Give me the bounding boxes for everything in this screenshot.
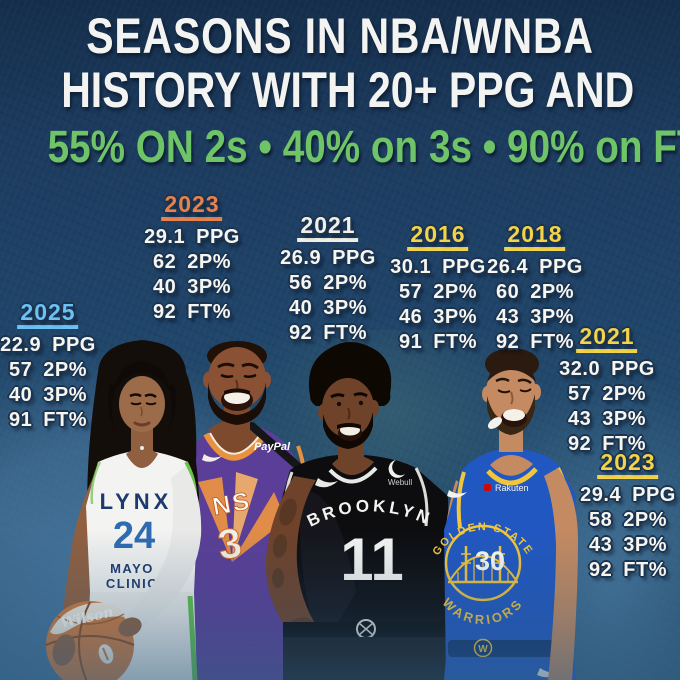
headline-line-2: HISTORY WITH 20+ PPG AND (61, 62, 635, 118)
collier-sleeve-arm (128, 466, 202, 629)
irving-shorts (283, 637, 453, 680)
curry-mouthguard (487, 417, 503, 429)
rakuten-sponsor-patch: Rakuten (484, 483, 529, 493)
stat-block-2023-durant: 2023 29.1 PPG 62 2P% 40 3P% 92 FT% (144, 192, 240, 325)
nike-swoosh-icon (447, 490, 467, 498)
stat-block-2021-curry: 2021 32.0 PPG 57 2P% 43 3P% 92 FT% (559, 324, 655, 457)
warriors-jersey-number: 30 (475, 546, 505, 576)
durant-face (208, 347, 266, 409)
durant-smile (224, 390, 250, 404)
stat-ft: 92 FT% (288, 322, 368, 345)
lynx-team-text: LYNX (100, 489, 173, 514)
stat-ppg: 32.0 PPG (559, 358, 655, 381)
season-year: 2021 (576, 324, 638, 354)
stat-ppg: 29.1 PPG (144, 226, 240, 249)
nets-crescent-icon (388, 460, 405, 478)
nike-swoosh-icon (202, 454, 222, 462)
season-year: 2023 (597, 450, 659, 480)
stat-ppg: 30.1 PPG (390, 256, 486, 279)
nets-jersey-number: 11 (340, 526, 403, 593)
stat-ft: 92 FT% (152, 301, 232, 324)
season-year: 2016 (407, 222, 469, 252)
season-year: 2025 (17, 300, 79, 330)
stat-3p: 43 3P% (588, 534, 668, 557)
lynx-sponsor-line1: MAYO (110, 561, 154, 576)
stat-block-2018-curry: 2018 26.4 PPG 60 2P% 43 3P% 92 FT% (487, 222, 583, 355)
stat-2p: 56 2P% (288, 272, 368, 295)
stat-ppg: 26.9 PPG (280, 247, 376, 270)
stat-ppg: 29.4 PPG (580, 484, 676, 507)
season-year: 2018 (504, 222, 566, 252)
stat-3p: 43 3P% (495, 306, 575, 329)
suns-jersey-letters: NS (210, 487, 253, 521)
collier-hair-front (114, 361, 170, 392)
stat-ft: 92 FT% (567, 433, 647, 456)
camera-strap (248, 422, 304, 472)
collier-face (119, 376, 165, 432)
stat-block-2023-curry: 2023 29.4 PPG 58 2P% 43 3P% 92 FT% (580, 450, 676, 583)
season-year: 2023 (161, 192, 223, 222)
svg-text:W: W (478, 644, 488, 655)
stat-ft: 92 FT% (588, 559, 668, 582)
lynx-jersey-number: 24 (113, 515, 155, 557)
stat-2p: 62 2P% (152, 251, 232, 274)
webull-sponsor-text: Webull (388, 478, 413, 487)
stat-block-2021-irving: 2021 26.9 PPG 56 2P% 40 3P% 92 FT% (280, 213, 376, 346)
stat-ft: 92 FT% (495, 331, 575, 354)
stat-2p: 57 2P% (567, 383, 647, 406)
irving-beard (323, 412, 373, 449)
stat-block-2016-curry: 2016 30.1 PPG 57 2P% 46 3P% 91 FT% (390, 222, 486, 355)
curry-smile (503, 409, 525, 421)
headline-line-3: 55% ON 2s • 40% on 3s • 90% on FTs (47, 121, 680, 172)
stat-2p: 57 2P% (8, 359, 88, 382)
stat-2p: 58 2P% (588, 509, 668, 532)
stat-3p: 46 3P% (398, 306, 478, 329)
stat-2p: 60 2P% (495, 281, 575, 304)
stat-2p: 57 2P% (398, 281, 478, 304)
nike-swoosh-icon (315, 478, 338, 488)
stat-ppg: 26.4 PPG (487, 256, 583, 279)
season-year: 2021 (297, 213, 359, 243)
stat-ft: 91 FT% (8, 409, 88, 432)
stat-block-2025-lynx: 2025 22.9 PPG 57 2P% 40 3P% 91 FT% (0, 300, 96, 433)
stat-ppg: 22.9 PPG (0, 334, 96, 357)
durant-beard (208, 382, 266, 425)
svg-text:Rakuten: Rakuten (495, 483, 529, 493)
stat-3p: 40 3P% (152, 276, 232, 299)
headline-line-1: SEASONS IN NBA/WNBA (86, 8, 594, 64)
paypal-sponsor-text: PayPal (254, 441, 291, 453)
stat-3p: 40 3P% (8, 384, 88, 407)
stat-ft: 91 FT% (398, 331, 478, 354)
stat-3p: 40 3P% (288, 297, 368, 320)
stat-3p: 43 3P% (567, 408, 647, 431)
